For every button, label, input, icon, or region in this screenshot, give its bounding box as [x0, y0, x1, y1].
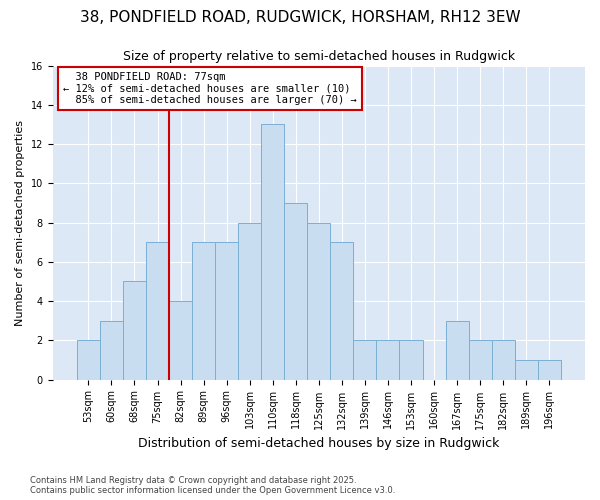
Text: 38, PONDFIELD ROAD, RUDGWICK, HORSHAM, RH12 3EW: 38, PONDFIELD ROAD, RUDGWICK, HORSHAM, R… — [80, 10, 520, 25]
Bar — [100, 320, 123, 380]
Bar — [331, 242, 353, 380]
Bar — [169, 301, 192, 380]
Bar — [284, 203, 307, 380]
X-axis label: Distribution of semi-detached houses by size in Rudgwick: Distribution of semi-detached houses by … — [138, 437, 500, 450]
Bar — [123, 282, 146, 380]
Bar — [491, 340, 515, 380]
Bar — [307, 222, 331, 380]
Bar — [77, 340, 100, 380]
Y-axis label: Number of semi-detached properties: Number of semi-detached properties — [15, 120, 25, 326]
Bar — [469, 340, 491, 380]
Bar — [192, 242, 215, 380]
Title: Size of property relative to semi-detached houses in Rudgwick: Size of property relative to semi-detach… — [123, 50, 515, 63]
Text: 38 PONDFIELD ROAD: 77sqm
← 12% of semi-detached houses are smaller (10)
  85% of: 38 PONDFIELD ROAD: 77sqm ← 12% of semi-d… — [63, 72, 357, 105]
Bar — [261, 124, 284, 380]
Bar — [376, 340, 400, 380]
Text: Contains HM Land Registry data © Crown copyright and database right 2025.
Contai: Contains HM Land Registry data © Crown c… — [30, 476, 395, 495]
Bar — [538, 360, 561, 380]
Bar — [515, 360, 538, 380]
Bar — [400, 340, 422, 380]
Bar — [446, 320, 469, 380]
Bar — [238, 222, 261, 380]
Bar — [215, 242, 238, 380]
Bar — [353, 340, 376, 380]
Bar — [146, 242, 169, 380]
